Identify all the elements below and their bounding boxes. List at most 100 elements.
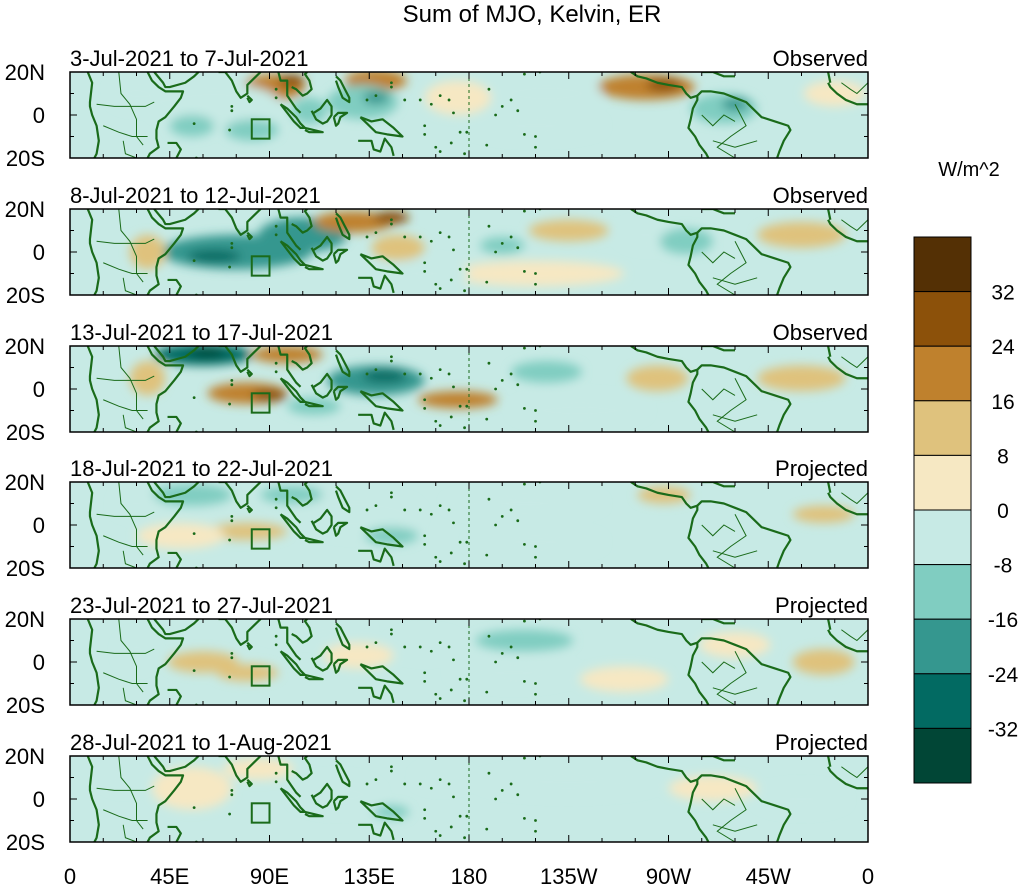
island [230, 246, 234, 250]
anomaly-blob [152, 766, 232, 810]
coastline [701, 482, 735, 488]
y-tick-label: 20N [5, 197, 45, 222]
coastline [167, 825, 182, 842]
island [403, 782, 407, 786]
anomaly-blob [291, 777, 381, 812]
island [534, 145, 537, 149]
coastline [701, 619, 735, 625]
island [429, 512, 433, 516]
anomaly-blob [469, 112, 602, 139]
island [523, 482, 526, 486]
anomaly-blob [169, 115, 215, 137]
island [429, 786, 433, 790]
island [523, 542, 526, 546]
island [228, 538, 232, 542]
anomaly-blob [690, 93, 758, 124]
country-border [712, 277, 758, 285]
y-tick-label: 0 [33, 650, 45, 675]
island [230, 793, 234, 797]
coastlines [86, 72, 868, 158]
y-tick-label: 20N [5, 607, 45, 632]
island [274, 643, 278, 647]
island [418, 782, 422, 786]
colorbar: W/m^2 32 24 16 8 0 -8 -16 -24 -32 [913, 159, 1018, 784]
country-border [716, 788, 747, 842]
coastline [277, 72, 302, 114]
country-border [122, 140, 137, 158]
anomaly-blob [167, 651, 239, 673]
y-tick-label: 20N [5, 60, 45, 85]
island [230, 652, 234, 655]
coastline [146, 346, 185, 432]
coastline [304, 673, 324, 681]
island [465, 130, 469, 134]
country-border [96, 375, 155, 381]
coastline [167, 278, 182, 295]
island [523, 406, 526, 410]
y-tick-label: 0 [33, 103, 45, 128]
country-border [118, 619, 144, 693]
island [418, 98, 422, 102]
island [403, 645, 407, 649]
island [274, 224, 278, 228]
coastline [304, 263, 324, 271]
country-border [701, 251, 736, 264]
coastline [146, 209, 185, 295]
coastline [359, 526, 404, 548]
island [191, 706, 194, 709]
island [418, 645, 422, 649]
anomaly-blob [187, 249, 241, 263]
coastline [153, 756, 200, 773]
country-border [122, 824, 137, 842]
island [452, 521, 455, 525]
coastline [86, 619, 100, 705]
island [390, 628, 393, 632]
country-border [96, 101, 155, 107]
coastline [218, 756, 262, 783]
island [230, 242, 234, 245]
panel-status: Projected [775, 730, 868, 755]
island [438, 94, 442, 98]
coastline [701, 209, 735, 215]
coastline [277, 346, 302, 388]
island [458, 130, 462, 134]
island [274, 780, 278, 784]
island [516, 793, 520, 797]
coastline [291, 72, 313, 97]
y-tick-label: 20S [6, 830, 45, 855]
panel-status: Projected [775, 456, 868, 481]
island [494, 113, 497, 117]
island [500, 652, 504, 655]
anomaly-blob [528, 219, 609, 242]
anomaly-blob [668, 775, 758, 802]
island [523, 816, 526, 820]
country-border [103, 262, 148, 274]
island [423, 679, 427, 683]
island [230, 105, 234, 108]
colorbar-tick-label: -16 [988, 609, 1018, 632]
island [192, 532, 196, 535]
island [465, 404, 469, 408]
island [534, 555, 537, 559]
coastline [827, 756, 832, 767]
island [523, 72, 526, 76]
island [230, 383, 234, 387]
island [434, 145, 438, 149]
island [458, 267, 462, 271]
coastline [334, 485, 351, 514]
coastline [310, 372, 333, 399]
island [534, 682, 537, 685]
coastline [358, 274, 395, 294]
x-tick-label: 0 [64, 864, 76, 889]
island [447, 98, 451, 102]
island [465, 540, 469, 544]
x-tick-label: 180 [451, 864, 488, 889]
colorbar-swatch [913, 345, 972, 402]
coastline [827, 219, 868, 243]
island [447, 645, 451, 649]
island [516, 246, 520, 250]
coastline [146, 72, 185, 158]
x-tick-label: 135W [540, 864, 598, 889]
island [509, 645, 513, 649]
anomaly-blob [418, 391, 498, 409]
